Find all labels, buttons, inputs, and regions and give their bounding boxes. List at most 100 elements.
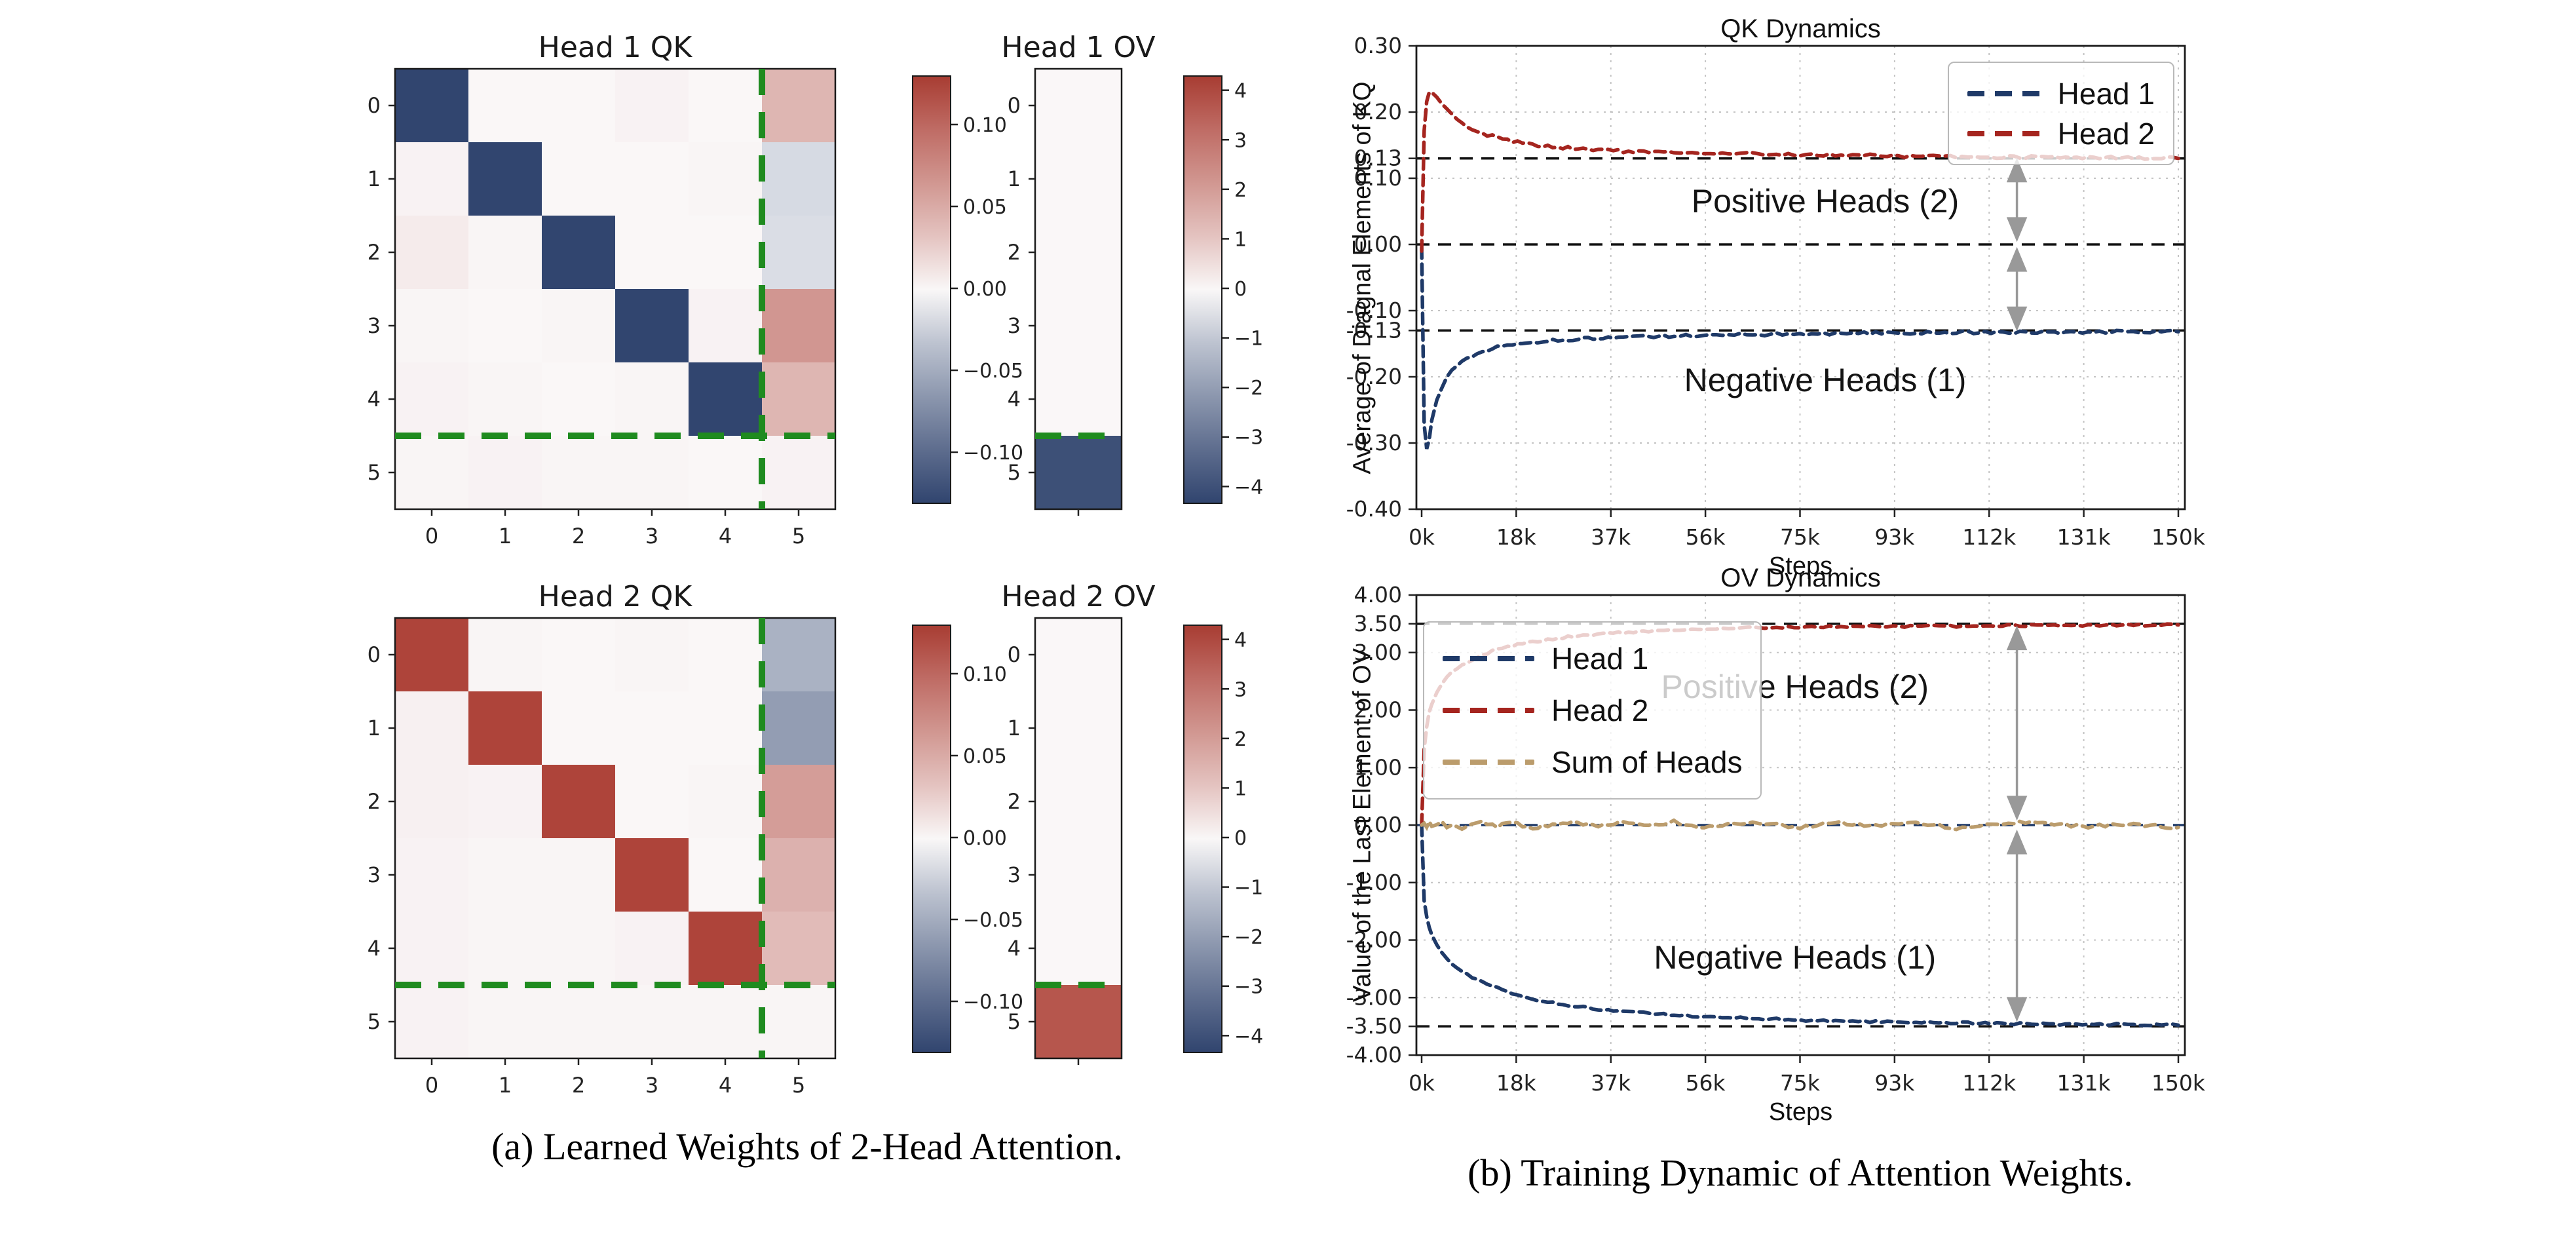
heatmap-cell	[542, 362, 616, 436]
heatmap-cell	[542, 618, 616, 692]
heatmap-cell	[468, 765, 542, 839]
heatmap-cell	[689, 142, 763, 216]
heatmap-cell	[395, 216, 469, 290]
heatmap-cell	[615, 142, 689, 216]
heatmap-cell	[689, 691, 763, 765]
x-tick-label: 150k	[2151, 1070, 2206, 1096]
heatmap-cell	[689, 838, 763, 912]
heatmap-cell	[395, 765, 469, 839]
colorbar-tick-label: 0	[1234, 827, 1247, 850]
heatmap-row-tick-label: 5	[368, 1009, 381, 1034]
heatmap-cell	[689, 436, 763, 510]
y-tick-label: -3.50	[1346, 1013, 1402, 1039]
colorbar-tick-label: 1	[1234, 228, 1247, 251]
legend-label: Head 2	[2057, 116, 2155, 151]
colorbar-ticks-cb-ov-2: 4 3 2 1 0 −1 −2 −3 −4	[1221, 629, 1263, 1048]
colorbar-tick-label: −2	[1234, 926, 1263, 949]
x-tick-label: 0k	[1409, 524, 1435, 550]
heatmap-cell	[1035, 838, 1122, 912]
legend-qk-dynamics: Head 1 Head 2	[1947, 62, 2174, 165]
legend-entry: Sum of Heads	[1443, 744, 1742, 780]
y-tick-label: -0.13	[1346, 317, 1402, 343]
colorbar-ticks-cb-ov-1: 4 3 2 1 0 −1 −2 −3 −4	[1221, 80, 1263, 499]
heatmap-cell	[468, 362, 542, 436]
chart-ov-dynamics: 0k 18k 37k 56k 75k 93k 112k 131k 150k 4.00 3.50 3.0…	[1346, 582, 2206, 1096]
annotation-negative-heads-ov: Negative Heads (1)	[1654, 938, 1937, 976]
heatmap-cell	[542, 436, 616, 510]
legend-ov-dynamics: Head 1 Head 2 Sum of Heads	[1423, 621, 1762, 800]
heatmap-h2ov: 0 1 2 3 4 5	[1008, 617, 1123, 1065]
heatmap-cell	[615, 289, 689, 363]
x-axis-label-steps-ov: Steps	[1768, 1098, 1833, 1126]
heatmap-col-tick-label: 5	[792, 1073, 805, 1098]
heatmap-col-tick-label: 4	[719, 524, 732, 549]
heatmap-cell	[1035, 765, 1122, 839]
heatmap-cell	[542, 838, 616, 912]
heatmap-cell	[395, 912, 469, 986]
colorbar-tick-label: −1	[1234, 877, 1263, 900]
heatmap-cell	[542, 912, 616, 986]
x-tick-label: 37k	[1591, 524, 1631, 550]
heatmap-row-tick-label: 4	[368, 387, 381, 412]
legend-entry: Head 1	[1443, 641, 1742, 676]
heatmap-row-tick-label: 1	[1008, 716, 1021, 741]
y-tick-label: 0.00	[1354, 231, 1402, 257]
heatmap-title-head2-qk: Head 2 QK	[538, 580, 692, 613]
legend-dash-sample	[1443, 656, 1534, 662]
colorbar-tick-label: 0.10	[963, 663, 1007, 686]
colorbar-ov-row1	[1183, 75, 1222, 504]
colorbar-tick-label: −3	[1234, 427, 1263, 450]
heatmap-cell	[468, 838, 542, 912]
heatmap-cell	[762, 985, 836, 1059]
heatmap-cell	[615, 362, 689, 436]
x-tick-label: 18k	[1496, 524, 1537, 550]
heatmap-row-tick-label: 0	[368, 93, 381, 118]
colorbar-tick-label: −2	[1234, 377, 1263, 400]
heatmap-cell	[762, 912, 836, 986]
colorbar-tick-label: −3	[1234, 976, 1263, 999]
heatmap-cell	[615, 765, 689, 839]
heatmap-cell	[689, 289, 763, 363]
heatmap-cell	[762, 362, 836, 436]
y-tick-label: 3.50	[1354, 611, 1402, 636]
y-tick-label: 0.10	[1354, 165, 1402, 191]
legend-dash-sample	[1443, 707, 1534, 713]
x-tick-label: 112k	[1962, 1070, 2017, 1096]
heatmap-cell	[542, 289, 616, 363]
heatmap-row-tick-label: 5	[1008, 460, 1021, 485]
heatmap-row-tick-label: 0	[368, 642, 381, 667]
colorbar-tick-label: 1	[1234, 777, 1247, 800]
heatmap-cell	[468, 289, 542, 363]
heatmap-cell	[615, 436, 689, 510]
heatmap-cell	[689, 362, 763, 436]
x-tick-label: 18k	[1496, 1070, 1537, 1096]
legend-dash-sample	[1443, 759, 1534, 765]
heatmap-col-tick-label: 3	[645, 524, 658, 549]
heatmap-cell	[1035, 289, 1122, 363]
x-tick-label: 56k	[1686, 524, 1726, 550]
heatmap-title-head1-qk: Head 1 QK	[538, 31, 692, 64]
x-tick-label: 131k	[2057, 1070, 2112, 1096]
x-tick-label: 150k	[2151, 524, 2206, 550]
heatmap-title-head1-ov: Head 1 OV	[1001, 31, 1156, 64]
legend-label: Head 1	[2057, 76, 2155, 111]
colorbar-tick-label: −4	[1234, 476, 1263, 499]
colorbar-qk-row1	[912, 75, 951, 504]
legend-dash-sample	[1967, 90, 2041, 96]
x-tick-label: 93k	[1874, 1070, 1915, 1096]
heatmap-cell	[395, 436, 469, 510]
heatmap-row-tick-label: 5	[368, 460, 381, 485]
heatmap-cell	[395, 691, 469, 765]
heatmap-cell	[468, 69, 542, 143]
y-tick-label: -1.00	[1346, 870, 1402, 895]
colorbar-tick-label: −4	[1234, 1025, 1263, 1048]
x-tick-label: 131k	[2057, 524, 2112, 550]
x-tick-label: 93k	[1874, 524, 1915, 550]
heatmap-cell	[1035, 216, 1122, 290]
heatmap-cell	[468, 436, 542, 510]
heatmap-col-tick-label: 2	[572, 524, 585, 549]
y-axis-label-ov: Value of the Last Element of OV	[1348, 647, 1376, 1003]
colorbar-tick-label: −0.05	[963, 909, 1023, 932]
line-series-head-1	[1420, 246, 2180, 450]
x-tick-label: 56k	[1686, 1070, 1726, 1096]
